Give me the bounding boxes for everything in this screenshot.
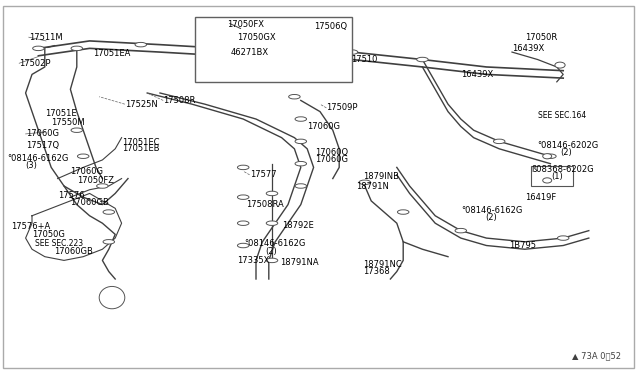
Text: 17060GB: 17060GB	[54, 247, 93, 256]
Ellipse shape	[229, 29, 245, 35]
Text: 17060G: 17060G	[315, 155, 348, 164]
Ellipse shape	[33, 46, 44, 51]
Text: 17502P: 17502P	[19, 59, 51, 68]
Ellipse shape	[289, 94, 300, 99]
Text: 17508R: 17508R	[163, 96, 196, 105]
Text: SEE SEC.164: SEE SEC.164	[538, 111, 586, 120]
Text: 17051E: 17051E	[45, 109, 76, 118]
Text: (3): (3)	[26, 161, 38, 170]
Ellipse shape	[71, 46, 83, 51]
Ellipse shape	[417, 57, 428, 62]
Text: 17525N: 17525N	[125, 100, 157, 109]
Text: 16439X: 16439X	[512, 44, 544, 53]
Bar	[531, 166, 573, 186]
Ellipse shape	[77, 154, 89, 158]
Ellipse shape	[99, 286, 125, 309]
Ellipse shape	[237, 165, 249, 170]
Text: 17050R: 17050R	[525, 33, 557, 42]
Text: 17576: 17576	[58, 191, 84, 200]
Text: 17511M: 17511M	[29, 33, 63, 42]
Text: (2): (2)	[561, 148, 572, 157]
Ellipse shape	[295, 184, 307, 188]
Ellipse shape	[557, 236, 569, 240]
Text: °08146-6162G: °08146-6162G	[461, 206, 522, 215]
Text: 17050FZ: 17050FZ	[77, 176, 114, 185]
Text: 17550M: 17550M	[51, 118, 85, 127]
Text: 16439X: 16439X	[461, 70, 493, 79]
Circle shape	[555, 62, 565, 68]
Ellipse shape	[103, 210, 115, 214]
Text: 17506Q: 17506Q	[314, 22, 347, 31]
Text: 17051EB: 17051EB	[122, 144, 159, 153]
Text: 17517Q: 17517Q	[26, 141, 59, 150]
Text: 1879INB: 1879INB	[364, 172, 399, 181]
Text: °08146-6162G: °08146-6162G	[244, 239, 306, 248]
Text: 17050GX: 17050GX	[237, 33, 275, 42]
Text: 18792E: 18792E	[282, 221, 314, 230]
Ellipse shape	[266, 221, 278, 225]
Ellipse shape	[346, 50, 358, 54]
Text: (2): (2)	[485, 213, 497, 222]
Text: 17577: 17577	[250, 170, 276, 179]
Text: 18791NA: 18791NA	[280, 258, 319, 267]
Text: 17050G: 17050G	[32, 230, 65, 239]
Text: 16419F: 16419F	[525, 193, 556, 202]
Text: 17576+A: 17576+A	[12, 222, 51, 231]
Text: 18791N: 18791N	[356, 182, 388, 190]
Text: 17060G: 17060G	[70, 167, 104, 176]
Ellipse shape	[266, 191, 278, 196]
Ellipse shape	[103, 240, 115, 244]
Ellipse shape	[493, 139, 505, 144]
Text: 17050FX: 17050FX	[227, 20, 264, 29]
Text: 17060Q: 17060Q	[315, 148, 348, 157]
Text: 17051EA: 17051EA	[93, 49, 130, 58]
Text: 17510: 17510	[351, 55, 377, 64]
Ellipse shape	[199, 46, 211, 51]
Text: 17335X: 17335X	[237, 256, 269, 265]
Ellipse shape	[237, 221, 249, 225]
Text: °08146-6202G: °08146-6202G	[538, 141, 599, 150]
Bar	[195, 17, 352, 82]
Ellipse shape	[359, 180, 371, 185]
Ellipse shape	[237, 195, 249, 199]
Ellipse shape	[97, 184, 108, 188]
Ellipse shape	[455, 228, 467, 233]
Text: (2): (2)	[266, 247, 277, 256]
Ellipse shape	[236, 39, 250, 44]
Ellipse shape	[295, 117, 307, 121]
Text: 17060GB: 17060GB	[70, 198, 109, 207]
Text: 17509P: 17509P	[326, 103, 358, 112]
Circle shape	[543, 178, 552, 183]
Text: 1B795: 1B795	[509, 241, 536, 250]
Ellipse shape	[266, 258, 278, 263]
Text: 17060G: 17060G	[26, 129, 59, 138]
Text: 46271BX: 46271BX	[230, 48, 269, 57]
Ellipse shape	[276, 46, 287, 51]
Text: 17368: 17368	[364, 267, 390, 276]
Ellipse shape	[295, 139, 307, 144]
Circle shape	[543, 154, 552, 159]
Text: SEE SEC.223: SEE SEC.223	[35, 239, 83, 248]
Ellipse shape	[397, 210, 409, 214]
Text: 17060G: 17060G	[307, 122, 340, 131]
Text: °08146-6162G: °08146-6162G	[8, 154, 69, 163]
Ellipse shape	[237, 243, 249, 248]
Text: 17051EC: 17051EC	[122, 138, 159, 147]
Text: 18791NC: 18791NC	[364, 260, 403, 269]
Circle shape	[235, 48, 245, 54]
Ellipse shape	[295, 161, 307, 166]
Text: ß08368-6202G: ß08368-6202G	[531, 165, 594, 174]
Ellipse shape	[545, 154, 556, 158]
Text: (1): (1)	[552, 172, 563, 181]
Text: 17508RA: 17508RA	[246, 200, 284, 209]
Ellipse shape	[135, 42, 147, 47]
Ellipse shape	[71, 128, 83, 132]
Text: ▲ 73A 0：52: ▲ 73A 0：52	[572, 352, 621, 361]
